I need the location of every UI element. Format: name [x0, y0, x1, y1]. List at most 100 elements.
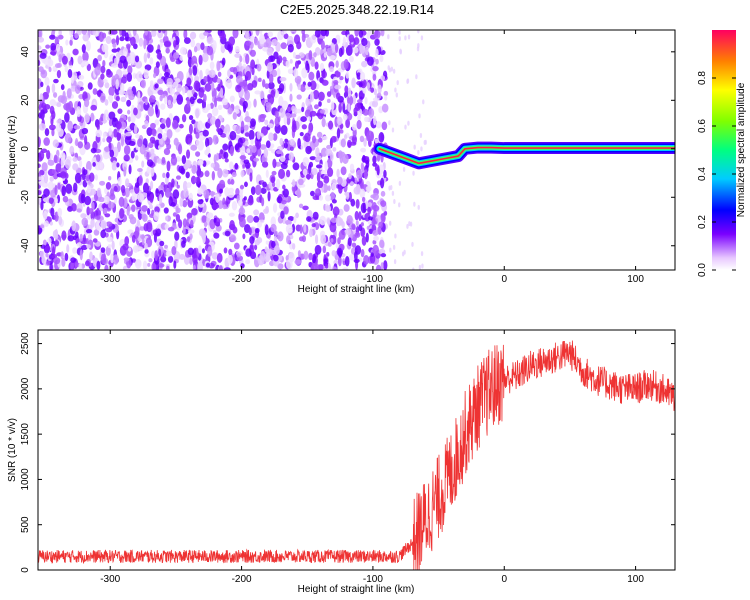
noise-blob [111, 48, 118, 53]
noise-blob [366, 32, 370, 40]
noise-blob [140, 234, 146, 240]
noise-blob [175, 214, 181, 222]
noise-blob [348, 173, 352, 180]
noise-blob [104, 99, 109, 106]
noise-blob [308, 252, 313, 261]
noise-blob [375, 264, 382, 270]
noise-blob [347, 87, 352, 98]
noise-blob [60, 95, 68, 104]
noise-blob [374, 38, 380, 46]
noise-blob [353, 250, 358, 262]
noise-blob [340, 166, 347, 176]
noise-blob [228, 187, 235, 193]
noise-blob [66, 88, 72, 99]
noise-blob [303, 250, 309, 260]
noise-blob [171, 119, 178, 130]
noise-blob [119, 30, 123, 36]
noise-blob [349, 163, 355, 171]
noise-blob [38, 30, 43, 39]
noise-blob [92, 162, 96, 167]
noise-blob [412, 267, 415, 270]
noise-blob [267, 123, 274, 128]
noise-blob [302, 205, 309, 211]
noise-blob [324, 205, 332, 212]
noise-blob [106, 236, 113, 243]
noise-blob [144, 242, 148, 250]
noise-blob [362, 108, 369, 116]
noise-blob [143, 101, 150, 111]
noise-blob [258, 34, 265, 45]
noise-blob [277, 55, 283, 64]
noise-blob [119, 36, 125, 42]
noise-blob [146, 166, 151, 174]
noise-blob [40, 81, 44, 88]
noise-blob [226, 78, 233, 89]
noise-blob [191, 90, 195, 95]
noise-blob [372, 244, 380, 256]
noise-blob [344, 255, 350, 267]
noise-blob [41, 162, 48, 172]
noise-blob [94, 66, 101, 76]
noise-blob [38, 59, 41, 67]
noise-blob [111, 163, 117, 171]
noise-blob [318, 195, 324, 201]
noise-blob [345, 118, 351, 129]
noise-blob [61, 257, 66, 267]
noise-blob [279, 83, 285, 92]
noise-blob [103, 79, 108, 84]
noise-blob [62, 154, 66, 164]
noise-blob [372, 229, 379, 236]
noise-blob [107, 201, 115, 209]
noise-blob [282, 188, 289, 198]
noise-blob [417, 149, 420, 155]
noise-blob [101, 43, 109, 53]
noise-blob [384, 95, 388, 101]
noise-blob [229, 95, 235, 103]
noise-blob [97, 54, 102, 62]
noise-blob [246, 215, 254, 224]
noise-blob [266, 62, 273, 73]
noise-blob [101, 203, 109, 210]
noise-blob [70, 36, 74, 41]
noise-blob [330, 135, 337, 143]
signal-track-band [377, 145, 675, 166]
noise-blob [171, 178, 175, 187]
noise-blob [314, 234, 319, 245]
noise-blob [274, 123, 281, 134]
noise-blob [334, 84, 342, 90]
noise-blob [319, 62, 325, 71]
colorbar-label: Normalized spectral amplitude [736, 82, 747, 217]
noise-blob [345, 112, 353, 121]
noise-blob [287, 106, 292, 113]
noise-blob [227, 69, 231, 78]
noise-blob [327, 185, 331, 192]
noise-blob [291, 105, 296, 112]
noise-blob [154, 119, 160, 126]
noise-blob [146, 192, 150, 197]
noise-blob [372, 239, 377, 245]
noise-blob [157, 263, 165, 268]
noise-blob [212, 106, 219, 117]
noise-blob [69, 39, 73, 46]
noise-blob [360, 249, 365, 258]
noise-blob [72, 247, 77, 254]
noise-blob [106, 70, 113, 78]
noise-blob [55, 43, 61, 52]
noise-blob [270, 176, 276, 183]
noise-blob [222, 204, 227, 210]
noise-blob [352, 46, 359, 54]
noise-blob [115, 78, 119, 90]
noise-blob [92, 238, 98, 243]
noise-blob [72, 48, 79, 56]
noise-blob [420, 35, 424, 41]
noise-blob [192, 264, 196, 270]
noise-blob [105, 36, 112, 45]
noise-blob [207, 112, 213, 119]
noise-blob [131, 192, 136, 202]
noise-blob [74, 32, 79, 39]
noise-blob [248, 227, 252, 236]
noise-blob [398, 36, 401, 42]
noise-blob [64, 252, 69, 262]
noise-blob [109, 149, 115, 158]
noise-blob [126, 99, 132, 107]
